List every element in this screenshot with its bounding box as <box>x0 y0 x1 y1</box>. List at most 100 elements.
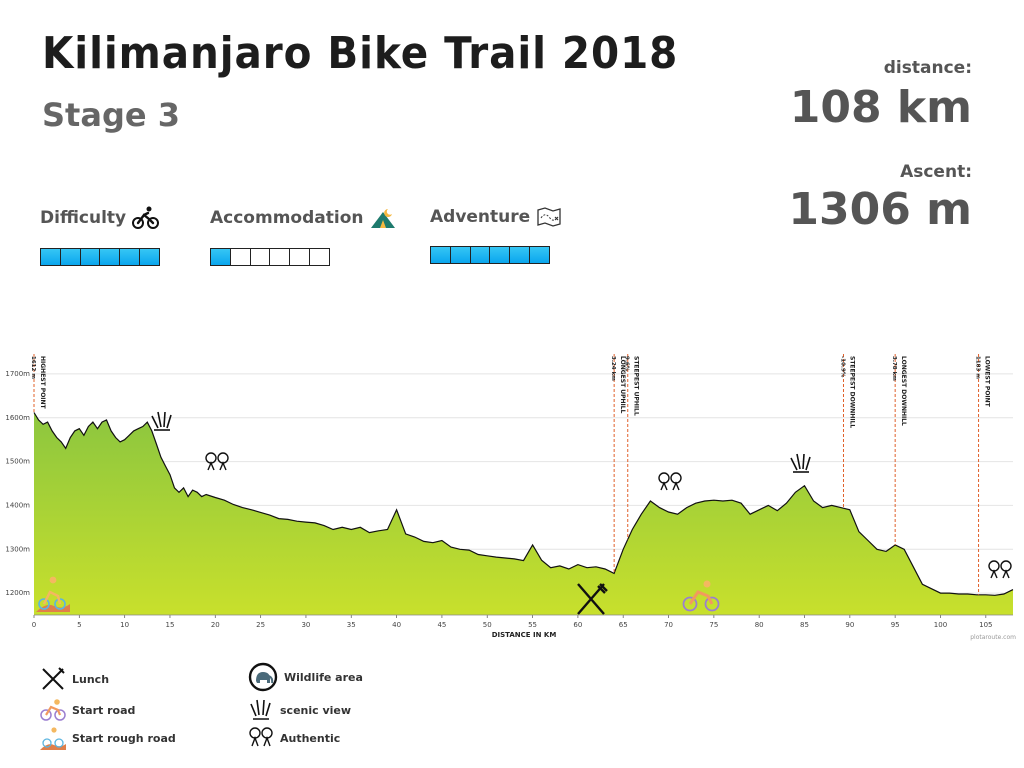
annotation-label: LONGEST UPHILL <box>619 356 626 414</box>
map-icon <box>537 207 561 227</box>
x-tick-label: 45 <box>437 621 446 629</box>
legend-label: Wildlife area <box>284 670 363 684</box>
rating-accommodation: Accommodation <box>210 206 397 266</box>
x-tick-label: 30 <box>301 621 310 629</box>
rating-cell <box>431 247 451 263</box>
x-tick-label: 80 <box>755 621 764 629</box>
rating-cell <box>230 249 251 265</box>
rating-cell <box>211 249 231 265</box>
annotation-value: -10.9% <box>839 356 845 378</box>
elevation-line <box>33 412 1014 596</box>
rating-cell <box>41 249 61 265</box>
difficulty-bar <box>40 248 160 266</box>
annotation-label: STEEPEST UPHILL <box>633 356 640 416</box>
x-tick-label: 65 <box>619 621 628 629</box>
fork-knife-icon <box>577 583 608 615</box>
x-tick-label: 15 <box>166 621 175 629</box>
annotation-value: 9.6% <box>624 356 630 372</box>
x-tick-label: 40 <box>392 621 401 629</box>
authentic-icon <box>658 472 682 491</box>
legend-authentic: Authentic <box>248 726 340 750</box>
legend-label: Authentic <box>280 731 341 745</box>
rating-cell <box>530 247 549 263</box>
x-tick-label: 105 <box>979 621 992 629</box>
legend-label: scenic view <box>280 703 352 717</box>
legend-start-rough-road: Start rough road <box>40 726 176 750</box>
annotation-value: 1183 m <box>975 356 981 379</box>
rating-cell <box>510 247 531 263</box>
rating-cell <box>290 249 311 265</box>
annotation-value: 3.78 km <box>891 356 897 381</box>
stage-label: Stage 3 <box>42 96 180 134</box>
x-tick-label: 0 <box>32 621 36 629</box>
authentic-icon <box>249 727 273 747</box>
rating-cell <box>270 249 291 265</box>
legend-scenic-view: scenic view <box>248 698 351 722</box>
x-tick-label: 55 <box>528 621 537 629</box>
distance-label: distance: <box>883 58 972 78</box>
y-tick-label: 1300m <box>5 545 30 553</box>
legend-lunch: Lunch <box>40 666 109 692</box>
legend-label: Lunch <box>72 672 110 686</box>
rating-cell <box>490 247 511 263</box>
elevation-area <box>34 412 1013 615</box>
rating-cell <box>120 249 141 265</box>
x-tick-label: 95 <box>891 621 900 629</box>
rating-cell <box>60 249 81 265</box>
authentic-icon <box>205 452 229 471</box>
x-tick-label: 60 <box>573 621 582 629</box>
fork-knife-icon <box>42 667 65 690</box>
annotation-value: 1612 m <box>30 356 36 379</box>
x-tick-label: 25 <box>256 621 265 629</box>
ascent-value: 1306 m <box>788 184 972 235</box>
annotation-value: 3.24 km <box>610 356 616 381</box>
rough-road-icon <box>36 576 70 612</box>
tent-icon <box>371 209 396 228</box>
rating-label: Adventure <box>430 207 531 227</box>
distance-value: 108 km <box>789 82 972 133</box>
legend-wildlife-area: Wildlife area <box>248 662 363 692</box>
y-tick-label: 1500m <box>5 458 30 466</box>
annotation-label: STEEPEST DOWNHILL <box>848 356 855 428</box>
elephant-icon <box>248 662 278 692</box>
rating-cell <box>140 249 159 265</box>
watermark: plotaroute.com <box>970 634 1016 641</box>
rating-adventure: Adventure <box>430 206 562 264</box>
cyclist-icon <box>132 206 160 229</box>
x-tick-label: 100 <box>934 621 947 629</box>
annotation-label: HIGHEST POINT <box>39 356 46 410</box>
x-tick-label: 85 <box>800 621 809 629</box>
rating-difficulty: Difficulty <box>40 206 160 266</box>
authentic-icon <box>988 560 1012 579</box>
rating-cell <box>80 249 101 265</box>
x-tick-label: 35 <box>347 621 356 629</box>
y-tick-label: 1600m <box>5 414 30 422</box>
annotation-label: LONGEST DOWNHILL <box>900 356 907 426</box>
x-tick-label: 70 <box>664 621 673 629</box>
road-bike-icon <box>40 699 66 721</box>
x-tick-label: 90 <box>845 621 854 629</box>
rating-label: Difficulty <box>40 208 127 228</box>
rating-cell <box>450 247 471 263</box>
adventure-bar <box>430 246 550 264</box>
x-tick-label: 5 <box>77 621 81 629</box>
x-tick-label: 50 <box>483 621 492 629</box>
ascent-label: Ascent: <box>900 162 972 182</box>
rating-cell <box>250 249 271 265</box>
x-tick-label: 75 <box>709 621 718 629</box>
x-tick-label: 20 <box>211 621 220 629</box>
legend-start-road: Start road <box>40 698 135 722</box>
y-tick-label: 1200m <box>5 589 30 597</box>
y-tick-label: 1700m <box>5 370 30 378</box>
scenic-view-icon <box>151 411 172 431</box>
page-title: Kilimanjaro Bike Trail 2018 <box>42 28 679 79</box>
annotation-label: LOWEST POINT <box>984 356 991 408</box>
road-bike-icon <box>682 580 720 612</box>
rating-cell <box>470 247 491 263</box>
legend-label: Start rough road <box>72 731 176 745</box>
rating-cell <box>310 249 329 265</box>
scenic-view-icon <box>250 699 271 720</box>
y-tick-label: 1400m <box>5 501 30 509</box>
x-axis-label: DISTANCE IN KM <box>492 631 557 639</box>
